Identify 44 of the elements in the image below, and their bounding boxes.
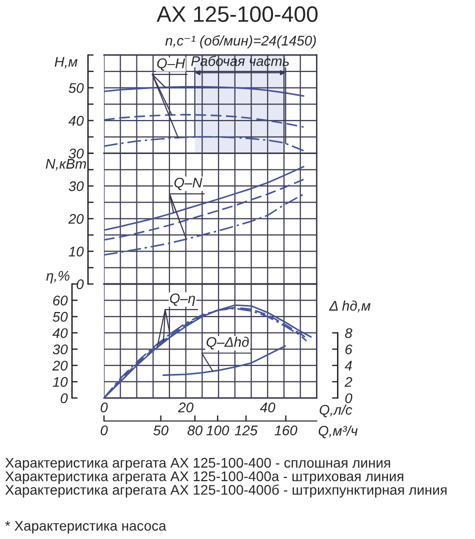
y-tick-label: 0	[76, 279, 84, 290]
y-tick-label: 40	[52, 328, 68, 338]
y-axis-title: η,%	[46, 270, 70, 284]
y-tick-label: 30	[68, 181, 84, 192]
chart-title: АХ 125-100-400	[156, 6, 318, 22]
chart-subtitle: n,с⁻¹ (об/мин)=24(1450)	[165, 35, 316, 48]
y-axis-title: N,кВт	[46, 159, 86, 170]
y-tick-label: 50	[68, 83, 84, 93]
annotation: Q–η	[170, 293, 195, 306]
x2-tick-label: 160	[274, 426, 298, 436]
x2-tick-label: 0	[100, 426, 108, 436]
text: Характеристика агрегата АХ 125-100-400а - штриховая линия	[5, 471, 404, 484]
x-axis-title: Q,л/с	[320, 404, 352, 418]
y-tick-label: 8	[345, 328, 352, 338]
y-tick-label: 60	[53, 296, 68, 306]
x2-axis-title: Q,м³/ч	[318, 426, 358, 438]
x2-tick-label: 125	[234, 426, 258, 436]
y-tick-label: 10	[52, 377, 68, 387]
annotation: Q–H	[157, 58, 186, 71]
y-tick-label: 4	[344, 360, 352, 370]
annotation: Q–Δhд	[206, 336, 249, 350]
y-tick-label: 0	[345, 393, 352, 404]
y-tick-label: 30	[52, 344, 68, 354]
annotation: Q–N	[174, 178, 202, 190]
y-tick-label: 6	[345, 344, 352, 354]
text: Характеристика агрегата АХ 125-100-400 - сплошная линия	[5, 458, 390, 470]
y-tick-label: 0	[60, 393, 68, 404]
y-tick-label: 30	[68, 148, 84, 158]
x2-tick-label: 100	[206, 426, 230, 436]
y-tick-label: 40	[68, 116, 84, 126]
x-tick-label: 40	[260, 402, 276, 412]
y-axis-title: H,м	[54, 57, 78, 68]
x2-tick-label: 50	[153, 426, 168, 436]
y-axis-title: Δ hд,м	[329, 300, 370, 312]
x-tick-label: 0	[100, 402, 108, 412]
x-tick-label: 20	[178, 402, 194, 412]
x2-tick-label: 80	[188, 426, 203, 436]
text: Характеристика агрегата АХ 125-100-400б - штрихпунктирная линия	[5, 484, 447, 498]
y-tick-label: 20	[68, 214, 84, 224]
y-tick-label: 20	[52, 360, 68, 371]
y-tick-label: 10	[68, 246, 84, 256]
y-tick-label: 50	[52, 312, 68, 322]
text: * Характеристика насоса	[5, 521, 166, 534]
y-tick-label: 2	[344, 377, 352, 387]
